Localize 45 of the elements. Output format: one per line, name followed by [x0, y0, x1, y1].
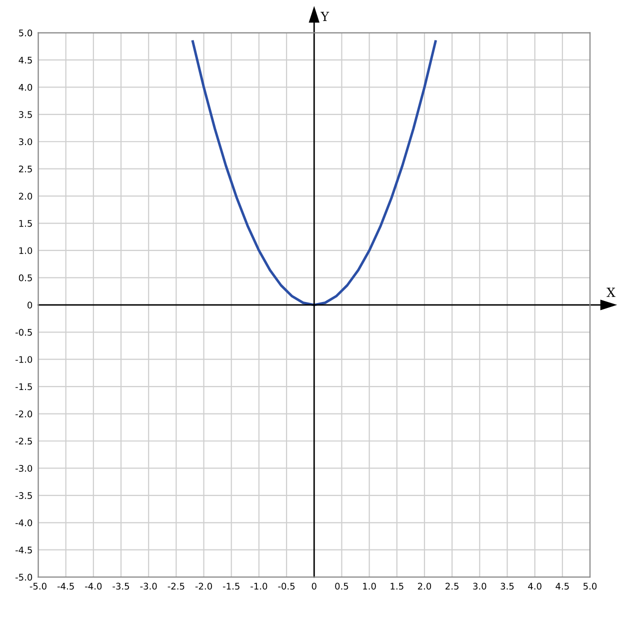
x-tick-label: -4.5 — [57, 582, 74, 590]
x-tick-label: 3.0 — [473, 582, 486, 590]
x-tick-label: 5.0 — [584, 582, 597, 590]
x-tick-label: 4.5 — [556, 582, 569, 590]
x-tick-label: 1.5 — [390, 582, 404, 590]
x-tick-label: 2.0 — [418, 582, 432, 590]
y-tick-label: -4.0 — [16, 519, 32, 526]
y-tick-label: 0.5 — [18, 274, 32, 282]
x-tick-label: 4.0 — [528, 582, 542, 590]
x-tick-label: -5.0 — [30, 582, 46, 590]
y-tick-label: -3.5 — [16, 492, 32, 499]
y-tick-label: -2.5 — [16, 438, 32, 445]
y-tick-label: 4.5 — [18, 56, 32, 64]
y-tick-label: 1.0 — [19, 247, 32, 254]
y-tick-label: -5.0 — [16, 574, 32, 581]
x-tick-label: 0 — [312, 582, 316, 590]
y-tick-label: 1.5 — [19, 220, 32, 227]
y-tick-label: 3.0 — [19, 138, 32, 146]
x-tick-label: -3.0 — [140, 582, 157, 590]
x-tick-label: 2.5 — [446, 582, 458, 590]
x-tick-label: -0.5 — [278, 582, 295, 590]
y-tick-label: 3.5 — [19, 111, 32, 118]
x-tick-label: 1.0 — [363, 582, 376, 590]
x-tick-label: -3.5 — [112, 582, 130, 590]
y-tick-label: 2.0 — [18, 192, 32, 200]
y-axis-title: Y — [320, 12, 330, 21]
x-tick-label: -2.5 — [168, 582, 184, 590]
y-tick-label: -1.5 — [16, 383, 32, 390]
x-tick-label: -2.0 — [195, 582, 212, 590]
x-tick-label: -1.5 — [222, 582, 240, 590]
y-tick-label: -4.5 — [16, 546, 32, 554]
y-tick-label: 4.0 — [18, 84, 32, 91]
x-tick-label: 3.5 — [500, 582, 514, 590]
x-tick-label: -1.0 — [250, 582, 268, 590]
x-tick-label: -4.0 — [85, 582, 102, 590]
y-tick-label: -0.5 — [16, 328, 32, 336]
y-tick-label: 2.5 — [18, 166, 32, 172]
y-tick-label: 0 — [28, 302, 32, 308]
y-tick-label: -3.0 — [16, 464, 32, 472]
x-axis-title: X — [606, 288, 616, 297]
y-tick-label: -1.0 — [16, 356, 32, 363]
y-tick-label: 5.0 — [19, 29, 32, 36]
line-series — [191, 40, 437, 306]
y-tick-label: -2.0 — [16, 410, 32, 418]
x-tick-label: 0.5 — [335, 582, 348, 590]
